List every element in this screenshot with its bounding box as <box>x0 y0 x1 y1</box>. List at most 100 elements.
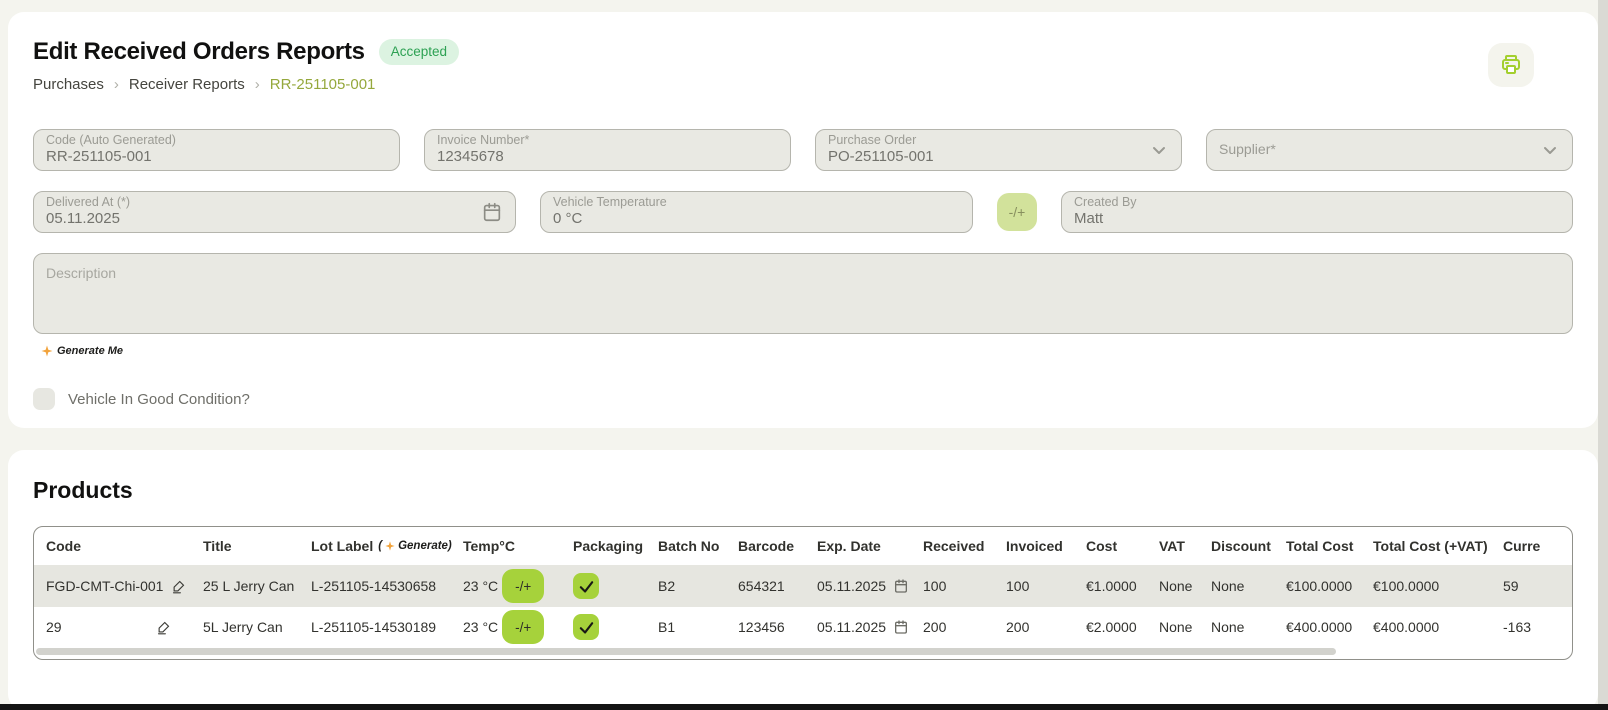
calendar-icon[interactable] <box>893 578 909 594</box>
cell-total-cost-vat: €100.0000 <box>1373 578 1440 594</box>
cell-lot: L-251105-14530189 <box>311 619 437 635</box>
horizontal-scrollbar-thumb[interactable] <box>36 648 1336 655</box>
bottom-edge-bar <box>0 704 1608 710</box>
form-row-1: Code (Auto Generated) RR-251105-001 Invo… <box>8 129 1598 171</box>
cell-received: 100 <box>923 578 947 594</box>
packaging-checkbox-checked[interactable] <box>573 614 599 640</box>
printer-icon <box>1499 53 1523 77</box>
generate-description-label: Generate Me <box>57 345 124 357</box>
created-by-field: Created By Matt <box>1061 191 1573 233</box>
column-total-cost-vat: Total Cost (+VAT) <box>1373 538 1488 554</box>
column-discount: Discount <box>1211 538 1271 554</box>
column-cost: Cost <box>1086 538 1118 554</box>
cell-exp-date-text: 05.11.2025 <box>817 619 887 635</box>
vehicle-condition-label: Vehicle In Good Condition? <box>68 390 250 408</box>
delivered-at-field[interactable]: Delivered At (*) 05.11.2025 <box>33 191 516 233</box>
purchase-order-label: Purchase Order <box>828 132 917 147</box>
breadcrumb-separator: › <box>254 76 260 93</box>
cell-received: 200 <box>923 619 947 635</box>
cell-exp-date[interactable]: 05.11.2025 <box>817 578 923 594</box>
cell-barcode: 123456 <box>738 619 785 635</box>
cell-temp-text: 23 °C <box>463 619 499 635</box>
products-title: Products <box>33 477 133 503</box>
table-row: FGD-CMT-Chi-001 25 L Jerry Can L-251105-… <box>34 565 1572 607</box>
table-header-row: Code Title Lot Label ( Generate) Temp°C … <box>34 527 1572 565</box>
cell-batch: B1 <box>658 619 676 635</box>
cell-code: 29 <box>34 619 203 635</box>
column-code: Code <box>46 538 81 554</box>
calendar-icon[interactable] <box>893 619 909 635</box>
generate-description-link[interactable]: Generate Me <box>41 345 123 357</box>
invoice-number-value: 12345678 <box>437 148 504 166</box>
column-temp: Temp°C <box>463 538 516 554</box>
created-by-value: Matt <box>1074 210 1104 228</box>
vehicle-temperature-label: Vehicle Temperature <box>553 194 667 209</box>
lot-generate-open-paren: ( <box>378 540 383 552</box>
cell-exp-date[interactable]: 05.11.2025 <box>817 619 923 635</box>
vehicle-temperature-field[interactable]: Vehicle Temperature 0 °C <box>540 191 973 233</box>
row-temp-stepper-button[interactable]: -/+ <box>502 610 545 644</box>
packaging-checkbox-checked[interactable] <box>573 573 599 599</box>
vehicle-condition-row: Vehicle In Good Condition? <box>8 388 1598 410</box>
breadcrumb-purchases[interactable]: Purchases <box>33 76 104 93</box>
column-batch-no: Batch No <box>658 538 720 554</box>
column-packaging: Packaging <box>573 538 644 554</box>
invoice-number-label: Invoice Number* <box>437 132 530 147</box>
code-label: Code (Auto Generated) <box>46 132 176 147</box>
title-row: Edit Received Orders Reports Accepted <box>8 12 1598 66</box>
description-textarea[interactable] <box>33 253 1573 334</box>
cell-cost: €1.0000 <box>1086 578 1137 594</box>
cell-code: FGD-CMT-Chi-001 <box>34 578 203 594</box>
purchase-order-select[interactable]: Purchase Order PO-251105-001 <box>815 129 1182 171</box>
breadcrumb-receiver-reports[interactable]: Receiver Reports <box>128 76 245 93</box>
lot-generate-label: Generate) <box>398 540 452 552</box>
purchase-order-value: PO-251105-001 <box>828 148 934 166</box>
invoice-number-field[interactable]: Invoice Number* 12345678 <box>424 129 791 171</box>
pencil-icon <box>156 620 171 635</box>
chevron-down-icon <box>1540 140 1560 160</box>
code-value: RR-251105-001 <box>46 148 152 166</box>
cell-packaging <box>573 614 658 640</box>
cell-currency: 59 <box>1503 578 1519 594</box>
code-field: Code (Auto Generated) RR-251105-001 <box>33 129 400 171</box>
breadcrumb-separator: › <box>113 76 119 93</box>
cell-total-cost: €100.0000 <box>1286 578 1353 594</box>
status-badge: Accepted <box>378 39 460 65</box>
cell-cost: €2.0000 <box>1086 619 1137 635</box>
print-button[interactable] <box>1488 43 1534 87</box>
check-icon <box>578 619 595 636</box>
cell-packaging <box>573 573 658 599</box>
products-card: Products Code Title Lot Label ( Generate… <box>8 450 1598 710</box>
cell-vat: None <box>1159 619 1193 635</box>
column-total-cost: Total Cost <box>1286 538 1354 554</box>
vehicle-condition-checkbox[interactable] <box>33 388 55 410</box>
cell-lot: L-251105-14530658 <box>311 578 437 594</box>
cell-invoiced: 200 <box>1006 619 1030 635</box>
column-lot-label-text: Lot Label <box>311 538 374 554</box>
pencil-icon <box>171 579 186 594</box>
sparkle-icon <box>385 541 395 551</box>
temperature-stepper-button[interactable]: -/+ <box>997 193 1037 231</box>
vertical-scrollbar[interactable] <box>1598 0 1608 710</box>
created-by-label: Created By <box>1074 194 1137 209</box>
cell-discount: None <box>1211 578 1245 594</box>
vehicle-temperature-value: 0 °C <box>553 210 583 228</box>
cell-temp-text: 23 °C <box>463 578 499 594</box>
table-row: 29 5L Jerry Can L-251105-14530189 23 °C … <box>34 607 1572 647</box>
sparkle-icon <box>41 345 53 357</box>
edit-row-button[interactable] <box>171 579 186 594</box>
edit-row-button[interactable] <box>156 620 171 635</box>
row-temp-stepper-button[interactable]: -/+ <box>502 569 545 603</box>
cell-batch: B2 <box>658 578 676 594</box>
breadcrumb-current-report: RR-251105-001 <box>269 76 376 93</box>
horizontal-scrollbar <box>34 648 1572 656</box>
lot-generate-link[interactable]: ( Generate) <box>378 540 452 552</box>
cell-code-text: 29 <box>46 619 62 635</box>
column-barcode: Barcode <box>738 538 795 554</box>
chevron-down-icon <box>1149 140 1169 160</box>
calendar-icon[interactable] <box>481 201 503 223</box>
supplier-select[interactable]: Supplier* <box>1206 129 1573 171</box>
column-invoiced: Invoiced <box>1006 538 1063 554</box>
supplier-label: Supplier* <box>1219 141 1276 158</box>
column-received: Received <box>923 538 985 554</box>
